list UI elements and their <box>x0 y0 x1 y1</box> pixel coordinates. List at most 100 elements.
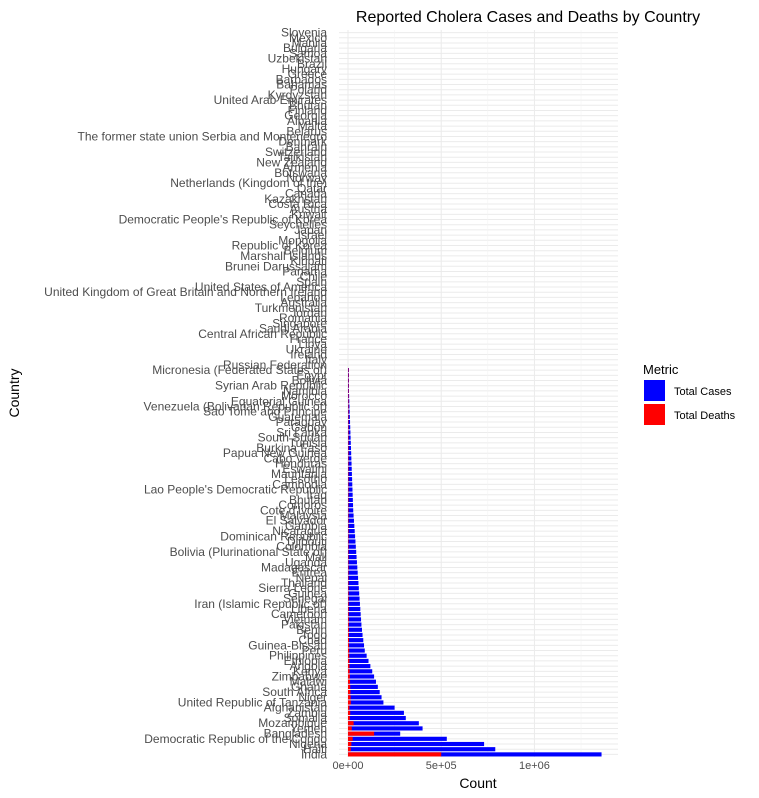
y-tick-label: Cambodia <box>272 477 327 491</box>
bar-total-cases <box>348 513 354 518</box>
y-tick-label: Kuwait <box>291 207 328 221</box>
bar-total-deaths <box>348 513 349 518</box>
y-tick-label: Denmark <box>278 135 328 149</box>
y-axis-title: Country <box>6 368 22 417</box>
bar-total-deaths <box>348 612 349 617</box>
bar-total-deaths <box>348 679 351 684</box>
y-tick-label: Kenya <box>293 664 327 678</box>
bar-total-deaths <box>348 409 349 414</box>
bar-total-deaths <box>348 497 349 503</box>
y-axis-tick-labels: SloveniaMexicoManilaBulgariaSamoaUzbekis… <box>44 26 328 762</box>
y-tick-label: Guatemala <box>268 410 327 424</box>
bar-total-deaths <box>348 684 351 689</box>
bar-total-cases <box>348 622 362 627</box>
bar-total-cases <box>348 549 357 554</box>
grid <box>339 30 618 757</box>
bar-total-deaths <box>348 477 349 482</box>
y-tick-label: Afghanistan <box>264 701 327 715</box>
bar-total-deaths <box>348 378 349 383</box>
bar-total-cases <box>348 658 369 664</box>
y-tick-label: Mongolia <box>278 233 327 247</box>
y-tick-label: Nicaragua <box>272 524 327 538</box>
y-tick-label: Malaysia <box>280 509 328 523</box>
y-tick-label: Bulgaria <box>283 41 327 55</box>
y-tick-label: Qatar <box>297 181 327 195</box>
y-tick-label: Central African Republic <box>198 327 327 341</box>
y-tick-label: The former state union Serbia and Monten… <box>78 129 328 143</box>
bar-total-deaths <box>348 606 349 612</box>
bar-total-cases <box>348 741 485 747</box>
y-tick-label: United States of America <box>195 280 327 294</box>
y-tick-label: Marshall Islands <box>240 249 327 263</box>
bar-total-cases <box>348 617 362 622</box>
bar-total-cases <box>348 560 357 565</box>
bar-total-deaths <box>348 627 349 632</box>
y-tick-label: Turkmenistan <box>255 301 327 315</box>
bar-total-cases <box>348 477 353 482</box>
bar-total-deaths <box>348 591 349 596</box>
bar-total-deaths <box>348 440 349 445</box>
y-tick-label: Democratic People's Republic of Korea <box>119 213 328 227</box>
bar-total-cases <box>348 690 380 695</box>
y-tick-label: Costa Rica <box>268 197 327 211</box>
bar-total-deaths <box>348 565 349 570</box>
y-tick-label: Saudi Arabia <box>259 322 327 336</box>
bar-total-deaths <box>348 747 351 752</box>
legend-label: Total Deaths <box>674 410 736 422</box>
y-tick-label: Lao People's Democratic Republic <box>144 483 327 497</box>
bar-total-deaths <box>348 482 349 487</box>
bar-total-cases <box>348 445 351 451</box>
bar-total-cases <box>348 653 367 658</box>
y-tick-label: Yemen <box>290 721 327 735</box>
y-tick-label: Australia <box>280 296 327 310</box>
legend-swatch <box>644 380 665 401</box>
bar-total-deaths <box>348 471 349 477</box>
bar-total-cases <box>348 461 352 466</box>
y-tick-label: South Sudan <box>258 431 327 445</box>
y-tick-label: Democratic Republic of the Congo <box>144 732 327 746</box>
bars <box>348 368 602 757</box>
bar-total-cases <box>348 679 376 684</box>
y-tick-label: Switzerland <box>265 145 327 159</box>
bar-total-deaths <box>348 435 349 440</box>
y-tick-label: United Kingdom of Great Britain and Nort… <box>44 285 327 299</box>
bar-total-cases <box>348 399 350 404</box>
y-tick-label: Venezuela (Bolivarian Republic of) <box>144 399 327 413</box>
legend-label: Total Cases <box>674 386 732 398</box>
y-tick-label: Gabon <box>291 420 327 434</box>
bar-total-deaths <box>348 705 350 710</box>
bar-total-deaths <box>348 658 350 664</box>
bar-total-deaths <box>348 508 349 513</box>
bar-total-cases <box>348 539 356 544</box>
bar-total-cases <box>348 523 355 528</box>
y-tick-label: Sierra Leone <box>258 581 327 595</box>
y-tick-label: New Zealand <box>256 155 327 169</box>
y-tick-label: Hungary <box>282 62 327 76</box>
bar-total-cases <box>348 529 355 534</box>
y-tick-label: Togo <box>301 628 327 642</box>
bar-total-deaths <box>348 596 349 601</box>
y-tick-label: Russian Federation <box>223 358 327 372</box>
bar-total-cases <box>348 721 419 726</box>
y-tick-label: Belgium <box>284 244 327 258</box>
y-tick-label: Singapore <box>272 316 327 330</box>
bar-total-cases <box>348 648 365 653</box>
bar-total-cases <box>348 684 378 689</box>
y-tick-label: Egypt <box>296 368 327 382</box>
bar-total-deaths <box>348 419 349 425</box>
bar-total-deaths <box>348 523 349 528</box>
y-tick-label: Lesotho <box>284 472 327 486</box>
y-tick-label: Uzbekistan <box>268 52 327 66</box>
bar-total-deaths <box>348 368 349 373</box>
y-tick-label: Japan <box>294 223 327 237</box>
y-tick-label: Dominican Republic <box>220 529 327 543</box>
bar-total-cases <box>348 456 352 461</box>
x-axis-title: Count <box>459 775 496 791</box>
x-tick-label: 0e+00 <box>333 760 364 772</box>
bar-total-cases <box>348 466 352 471</box>
bar-total-cases <box>348 596 360 601</box>
y-tick-label: Iran (Islamic Republic of) <box>194 597 327 611</box>
y-tick-label: Ukraine <box>286 342 328 356</box>
y-tick-label: United Arab Emirates <box>214 93 327 107</box>
